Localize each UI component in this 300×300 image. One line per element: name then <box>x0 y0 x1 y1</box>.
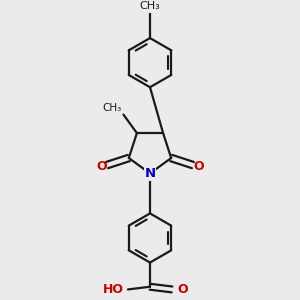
Text: O: O <box>96 160 107 173</box>
Text: HO: HO <box>103 283 124 296</box>
Text: O: O <box>193 160 204 173</box>
Text: O: O <box>177 283 188 296</box>
Text: CH₃: CH₃ <box>102 103 122 113</box>
Text: CH₃: CH₃ <box>140 1 160 11</box>
Text: N: N <box>144 167 156 180</box>
